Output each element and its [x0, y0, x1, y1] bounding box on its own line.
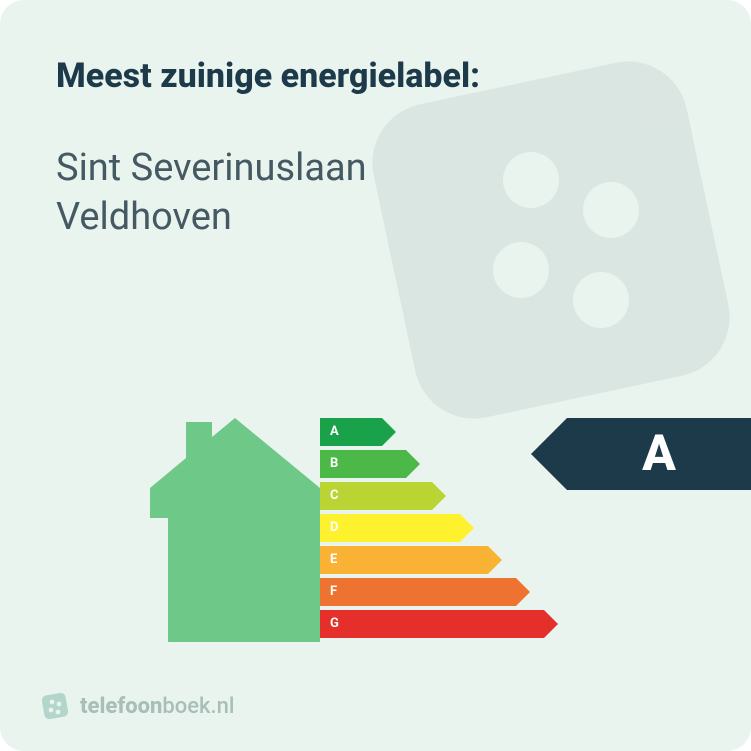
address-block: Sint Severinuslaan Veldhoven — [56, 144, 695, 243]
house-icon — [150, 418, 320, 642]
energy-bar-arrow — [544, 610, 558, 638]
energy-bar-letter: B — [330, 450, 338, 478]
energy-bar-body — [320, 514, 460, 542]
energy-bar-letter: F — [330, 578, 337, 606]
energy-bar-arrow — [406, 450, 420, 478]
content-area: Meest zuinige energielabel: Sint Severin… — [0, 0, 751, 243]
address-line-1: Sint Severinuslaan — [56, 144, 695, 193]
rating-badge: A — [531, 418, 751, 490]
energy-bar-letter: D — [330, 514, 338, 542]
footer-brand-tld: .nl — [211, 694, 235, 719]
rating-badge-arrow — [531, 418, 567, 490]
energy-bar-letter: E — [330, 546, 337, 574]
energy-bar-body — [320, 578, 516, 606]
energy-bar-letter: G — [330, 610, 339, 638]
rating-badge-body: A — [567, 418, 751, 490]
energy-bar-letter: C — [330, 482, 339, 510]
energy-bar-arrow — [432, 482, 446, 510]
energy-label-graphic: ABCDEFG A — [0, 398, 751, 658]
energy-bar-letter: A — [330, 418, 339, 446]
footer-brand: telefoonboek.nl — [80, 694, 235, 719]
energy-bar-arrow — [460, 514, 474, 542]
footer-brand-rest: boek — [162, 694, 210, 719]
footer: telefoonboek.nl — [40, 691, 235, 721]
energy-bar-body — [320, 546, 488, 574]
address-line-2: Veldhoven — [56, 193, 695, 242]
footer-brand-bold: telefoon — [80, 694, 162, 719]
footer-logo-icon — [40, 691, 70, 721]
energy-label-card: Meest zuinige energielabel: Sint Severin… — [0, 0, 751, 751]
energy-bar-body — [320, 610, 544, 638]
heading: Meest zuinige energielabel: — [56, 56, 695, 96]
rating-letter: A — [642, 429, 676, 479]
energy-bar-arrow — [516, 578, 530, 606]
energy-bar-arrow — [382, 418, 396, 446]
energy-bar-arrow — [488, 546, 502, 574]
